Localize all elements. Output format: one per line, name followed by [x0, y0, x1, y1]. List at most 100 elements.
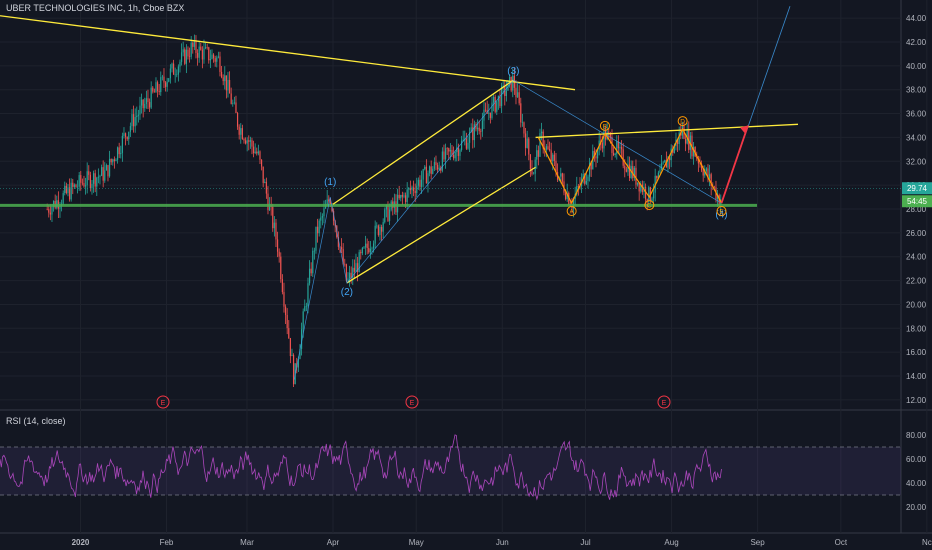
candle-body	[212, 54, 215, 59]
candle-body	[124, 133, 127, 137]
candle-body	[657, 172, 659, 179]
candle-body	[648, 187, 650, 202]
price-tick-label: 36.00	[906, 110, 927, 119]
candle-body	[75, 184, 77, 188]
price-tick-label: 38.00	[906, 86, 927, 95]
abc-label-circle	[677, 116, 688, 127]
rsi-line	[0, 434, 722, 501]
candle-body	[550, 150, 552, 162]
candle-body	[259, 151, 261, 160]
candle-body	[620, 147, 623, 150]
abc-label-circle	[644, 200, 655, 211]
candle-body	[220, 71, 223, 78]
candle-body	[65, 185, 67, 193]
candle-body	[100, 167, 103, 176]
candle-body	[456, 147, 458, 153]
candle-body	[660, 163, 663, 171]
candle-body	[156, 82, 159, 92]
candle-body	[196, 53, 199, 58]
price-tick-label: 22.00	[906, 277, 927, 286]
candle-body	[228, 79, 231, 94]
candle-body	[593, 150, 595, 157]
candle-body	[510, 76, 512, 91]
candle-body	[145, 98, 147, 104]
candle-body	[161, 76, 163, 78]
candle-body	[627, 164, 629, 172]
time-tick-label: Apr	[327, 538, 340, 547]
time-tick-label: Oct	[835, 538, 848, 547]
candle-body	[611, 136, 613, 154]
candle-body	[440, 167, 442, 171]
candle-body	[244, 140, 247, 144]
candle-body	[361, 247, 363, 254]
candle-body	[385, 205, 387, 210]
candle-body	[622, 149, 624, 166]
candle-body	[291, 354, 293, 357]
candle-body	[198, 46, 200, 58]
candle-body	[275, 222, 277, 240]
candle-body	[590, 162, 592, 170]
candle-body	[140, 99, 143, 106]
candle-body	[172, 63, 175, 75]
candle-body	[478, 127, 480, 132]
candle-body	[316, 226, 319, 234]
candle-body	[460, 140, 463, 150]
candle-body	[443, 151, 445, 160]
candle-body	[222, 77, 224, 82]
candle-body	[76, 186, 79, 188]
candle-body	[547, 146, 549, 150]
candle-body	[176, 74, 178, 76]
candle-body	[374, 225, 376, 244]
candle-body	[432, 168, 434, 174]
candle-body	[188, 56, 191, 57]
candle-body	[329, 201, 331, 205]
candle-body	[468, 132, 471, 143]
candle-body	[529, 154, 531, 170]
candle-body	[153, 91, 155, 93]
candle-body	[203, 48, 205, 60]
candle-body	[182, 49, 184, 53]
candle-body	[667, 157, 669, 168]
candle-body	[236, 112, 239, 127]
candle-body	[286, 314, 288, 329]
candle-body	[420, 179, 423, 187]
time-tick-label: Mar	[240, 538, 254, 547]
candle-body	[136, 115, 138, 118]
candle-body	[267, 193, 269, 211]
candle-body	[91, 183, 93, 189]
candle-body	[299, 348, 301, 359]
candle-body	[387, 205, 389, 221]
candles-group	[46, 34, 722, 387]
last-price-badge	[902, 182, 932, 195]
candle-body	[129, 126, 131, 132]
candle-body	[113, 159, 115, 162]
candle-body	[102, 167, 104, 181]
candle-body	[452, 154, 455, 159]
candle-body	[356, 263, 359, 272]
candle-body	[678, 132, 680, 144]
candle-body	[320, 217, 322, 221]
time-tick-label: Feb	[160, 538, 174, 547]
candle-body	[484, 109, 487, 111]
candle-body	[187, 49, 189, 57]
candle-body	[150, 87, 152, 108]
candle-body	[462, 139, 464, 141]
candle-body	[272, 206, 274, 229]
candle-body	[435, 162, 437, 165]
candle-body	[64, 185, 66, 194]
candle-body	[587, 176, 589, 181]
candle-body	[656, 175, 658, 179]
candle-body	[352, 267, 354, 279]
price-tick-label: 40.00	[906, 62, 927, 71]
candle-body	[608, 131, 610, 134]
candle-body	[528, 138, 530, 155]
candle-body	[94, 173, 96, 187]
candle-body	[430, 166, 432, 174]
candle-body	[105, 165, 107, 171]
candle-body	[251, 140, 253, 147]
candle-body	[160, 77, 162, 93]
long-term-resistance-line	[0, 15, 576, 91]
candle-body	[348, 272, 351, 279]
candle-body	[668, 157, 671, 161]
